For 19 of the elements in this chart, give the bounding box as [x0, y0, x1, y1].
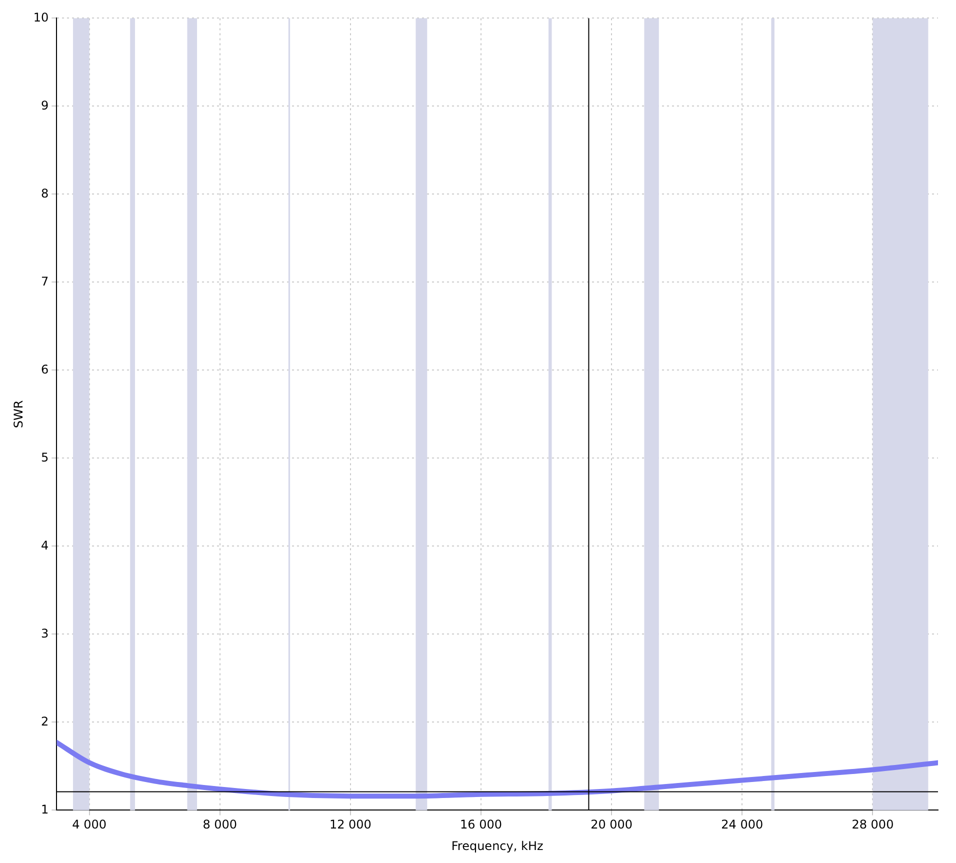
x-tick-label: 24 000 — [721, 818, 764, 832]
y-tick-label: 6 — [41, 362, 49, 376]
y-tick-label: 2 — [41, 714, 49, 728]
y-tick-label: 5 — [41, 450, 49, 464]
x-axis-title: Frequency, kHz — [451, 838, 544, 853]
y-axis-title: SWR — [11, 400, 26, 428]
y-tick-label: 9 — [41, 98, 49, 112]
y-tick-label: 3 — [41, 626, 49, 640]
y-tick-label: 8 — [41, 186, 49, 200]
y-tick-label: 1 — [41, 802, 49, 816]
x-tick-label: 20 000 — [590, 818, 633, 832]
x-tick-label: 8 000 — [202, 818, 238, 832]
x-tick-label: 12 000 — [329, 818, 372, 832]
y-tick-label: 7 — [41, 274, 49, 288]
x-tick-label: 16 000 — [460, 818, 502, 832]
y-tick-label: 4 — [41, 538, 49, 552]
x-tick-label: 4 000 — [72, 818, 106, 832]
y-tick-label: 10 — [33, 10, 49, 24]
x-tick-label: 28 000 — [852, 818, 894, 832]
